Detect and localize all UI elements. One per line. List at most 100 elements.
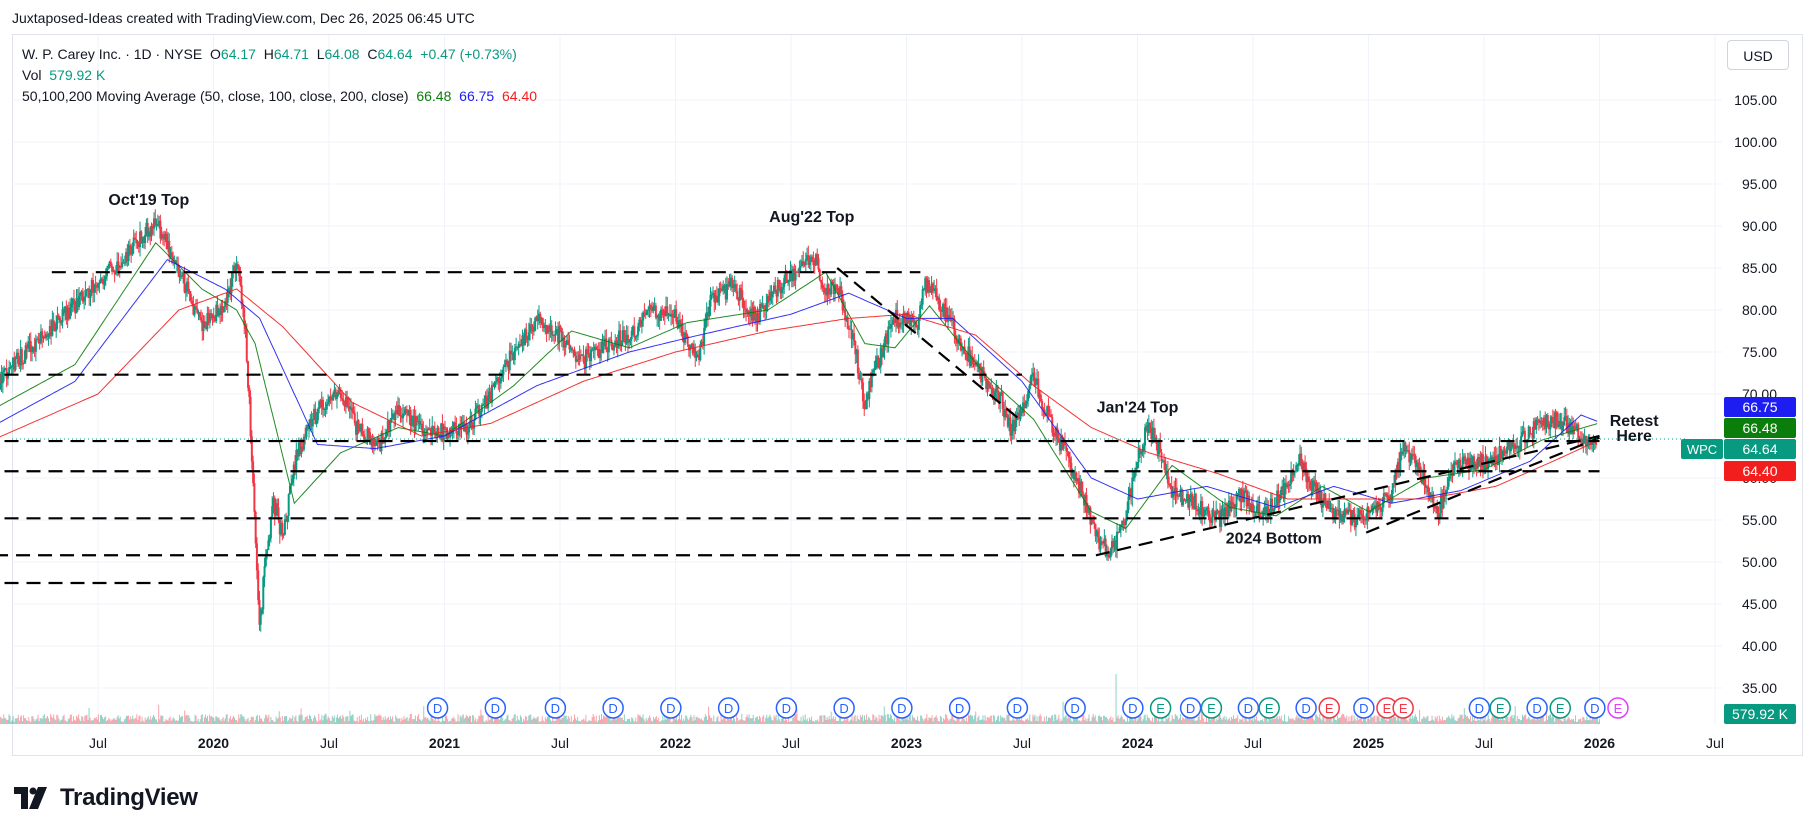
candle-body: [630, 330, 633, 340]
dividend-marker[interactable]: [602, 697, 624, 719]
dividend-marker[interactable]: [1468, 697, 1491, 719]
earnings-marker[interactable]: [1489, 697, 1511, 719]
volume-bar: [1403, 716, 1405, 724]
candle-body: [1352, 510, 1355, 514]
dividend-marker[interactable]: [1526, 697, 1548, 719]
trendline[interactable]: [1095, 434, 1600, 557]
price-label-box[interactable]: [1724, 704, 1796, 724]
earnings-marker[interactable]: [1200, 697, 1223, 719]
candle-body: [1582, 438, 1585, 445]
candle-body: [1347, 509, 1350, 514]
price-label-box[interactable]: [1724, 418, 1796, 438]
earnings-marker[interactable]: [1392, 697, 1414, 719]
candle-body: [358, 427, 361, 432]
volume-bar: [914, 719, 916, 724]
volume-bar: [1243, 721, 1245, 724]
dividend-marker[interactable]: [660, 697, 682, 719]
volume-bar: [840, 716, 842, 724]
volume-bar: [1091, 716, 1093, 724]
candle-body: [390, 417, 393, 422]
volume-bar: [491, 715, 493, 724]
volume-bar: [904, 716, 906, 724]
volume-bar: [334, 721, 336, 724]
volume-bar: [1151, 717, 1153, 724]
candle-body: [731, 277, 734, 289]
volume-bar: [920, 715, 922, 724]
dividend-marker[interactable]: [1179, 697, 1202, 719]
dividend-marker[interactable]: [1237, 697, 1260, 719]
volume-bar: [275, 716, 277, 724]
tradingview-logo[interactable]: TradingView: [14, 784, 198, 812]
price-axis[interactable]: 105.00100.0095.0090.0085.0080.0075.0070.…: [1734, 92, 1777, 696]
candle-body: [1354, 525, 1357, 528]
price-label-box[interactable]: [1724, 461, 1796, 481]
volume-bar: [602, 719, 604, 724]
currency-button[interactable]: USD: [1727, 40, 1789, 70]
earnings-marker[interactable]: [1258, 697, 1280, 719]
candle-body: [1476, 457, 1479, 469]
volume-bar: [775, 714, 777, 724]
candle-body: [1540, 420, 1543, 425]
trendline[interactable]: [836, 267, 1019, 419]
trendline[interactable]: [1365, 436, 1600, 534]
dividend-marker[interactable]: [1122, 697, 1144, 719]
dividend-marker[interactable]: [1295, 697, 1317, 719]
volume-bar: [439, 721, 441, 724]
dividend-marker[interactable]: [775, 697, 798, 719]
volume-bar: [885, 721, 887, 724]
candle-body: [319, 401, 322, 407]
earnings-marker[interactable]: [1549, 697, 1571, 719]
volume-bar: [1035, 721, 1037, 724]
dividend-marker[interactable]: [891, 697, 913, 719]
candle-body: [1188, 497, 1191, 508]
trendlines[interactable]: [836, 267, 1600, 557]
support-resistance-levels[interactable]: [0, 271, 1600, 585]
volume-bar: [1098, 715, 1100, 724]
dividend-marker[interactable]: [1353, 697, 1375, 719]
volume-bar: [1084, 720, 1086, 724]
dividend-marker[interactable]: [544, 697, 567, 719]
dividend-marker[interactable]: [1006, 697, 1029, 719]
volume-bar: [670, 721, 672, 724]
dividend-marker[interactable]: [833, 697, 855, 719]
volume-bar: [1111, 719, 1113, 724]
symbol-description[interactable]: W. P. Carey Inc. · 1D · NYSE: [22, 46, 203, 62]
legend-volume-row[interactable]: Vol 579.92 K: [22, 65, 537, 86]
earnings-marker[interactable]: [1318, 697, 1340, 719]
legend-ohlc-row[interactable]: W. P. Carey Inc. · 1D · NYSE O64.17 H64.…: [22, 44, 537, 65]
dividend-marker[interactable]: [1064, 697, 1086, 719]
volume-bar: [650, 720, 652, 724]
volume-bar: [646, 720, 648, 724]
dividend-marker[interactable]: [948, 697, 971, 719]
symbol-tag[interactable]: [1681, 439, 1723, 459]
earnings-marker[interactable]: [1607, 697, 1629, 719]
dividend-marker[interactable]: [426, 697, 449, 719]
price-label-box[interactable]: [1724, 439, 1796, 459]
candle-body: [1098, 537, 1101, 550]
chart-legend: W. P. Carey Inc. · 1D · NYSE O64.17 H64.…: [22, 44, 537, 107]
candle-body: [555, 329, 558, 331]
volume-bar: [788, 718, 790, 724]
dividend-marker[interactable]: [717, 697, 740, 719]
candle-body: [99, 278, 102, 283]
volume-bar: [120, 721, 122, 724]
dividend-marker[interactable]: [484, 697, 507, 719]
volume-bar: [707, 720, 709, 724]
volume-bar: [1144, 714, 1146, 724]
price-label-box[interactable]: [1724, 397, 1796, 417]
volume-bar: [476, 721, 478, 724]
volume-bar: [498, 718, 500, 724]
volume-bar: [1255, 716, 1257, 724]
candle-body: [867, 393, 870, 400]
candle-body: [1396, 462, 1399, 472]
legend-ma-row[interactable]: 50,100,200 Moving Average (50, close, 10…: [22, 86, 537, 107]
candle-body: [1252, 503, 1254, 513]
time-axis[interactable]: Jul 2020 Jul 2021 Jul 2022 Jul 2023 Jul 2024 Jul 20…: [89, 735, 1724, 751]
candle-body: [1071, 471, 1074, 476]
earnings-marker[interactable]: [1149, 697, 1172, 719]
dividend-marker[interactable]: [1584, 697, 1606, 719]
